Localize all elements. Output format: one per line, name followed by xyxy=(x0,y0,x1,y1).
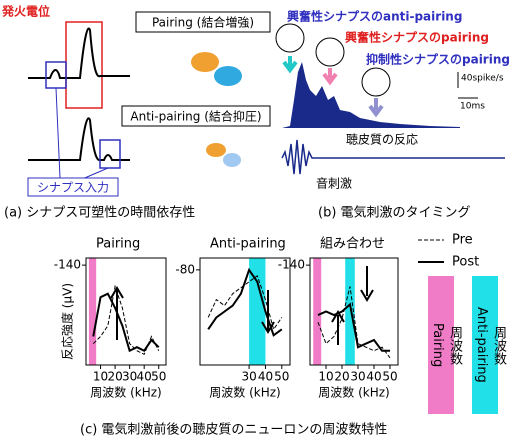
legend-label: Post xyxy=(452,255,479,270)
anti-pairing-label: Anti-pairing (結合抑圧) xyxy=(130,109,261,124)
legend-label: Pre xyxy=(452,233,473,248)
x-axis-label: 周波数 (kHz) xyxy=(209,385,280,400)
response-label: 聴皮質の反応 xyxy=(346,132,418,147)
caption: (a) シナプス可塑性の時間依存性 xyxy=(4,206,195,221)
trace-anti xyxy=(28,118,130,160)
pairing-label: Pairing (結合増強) xyxy=(152,15,254,30)
x-tick-label: 40 xyxy=(137,370,152,384)
arrow xyxy=(324,68,336,82)
side-band-label: Anti-pairing xyxy=(474,280,489,410)
electrode-icon xyxy=(276,24,304,52)
band xyxy=(313,258,321,365)
x-tick-label: 30 xyxy=(122,370,137,384)
label: 抑制性シナプスのpairing xyxy=(366,52,510,67)
synapse-box xyxy=(100,140,120,168)
chart-title: 組み合わせ xyxy=(320,237,385,252)
scale-label: 10ms xyxy=(460,102,485,112)
label: 興奮性シナプスのpairing xyxy=(345,30,489,45)
x-tick-label: 50 xyxy=(151,370,166,384)
x-tick-label: 30 xyxy=(350,370,365,384)
synapse-icon xyxy=(214,66,242,86)
arrow xyxy=(284,56,296,70)
electrode-icon xyxy=(316,38,344,66)
x-tick-label: 20 xyxy=(107,370,122,384)
synapse-box xyxy=(46,62,66,88)
x-tick-label: 10 xyxy=(93,370,108,384)
electrode-icon xyxy=(362,68,390,96)
caption: (c) 電気刺激前後の聴皮質のニューロンの周波数特性 xyxy=(80,422,387,438)
y-tick-label: -140 xyxy=(54,258,81,272)
y-axis-label: 反応強度 (μV) xyxy=(60,283,75,360)
y-tick-label: -140 xyxy=(278,258,305,272)
x-tick-label: 40 xyxy=(366,370,381,384)
side-band-label: 周波数 xyxy=(445,280,464,410)
x-tick-label: 20 xyxy=(334,370,349,384)
x-tick-label: 40 xyxy=(258,370,273,384)
spike-box xyxy=(66,22,102,108)
synapse-icon xyxy=(223,153,241,167)
arrow xyxy=(361,266,373,300)
synapse-icon xyxy=(191,52,219,72)
x-axis-label: 周波数 (kHz) xyxy=(318,385,389,400)
x-tick-label: 50 xyxy=(382,370,397,384)
side-band-label: 周波数 xyxy=(489,280,508,410)
label: 興奮性シナプスのanti-pairing xyxy=(287,9,462,24)
arrow xyxy=(370,98,382,114)
trace-pairing xyxy=(28,29,130,78)
x-tick-label: 50 xyxy=(274,370,289,384)
x-tick-label: 10 xyxy=(318,370,333,384)
figure: 発火電位 シナプス入力 Pairing (結合増強) Anti-pairing … xyxy=(0,0,518,441)
chart-title: Pairing xyxy=(96,237,140,252)
side-band-label: Pairing xyxy=(430,280,445,410)
caption: (b) 電気刺激のタイミング xyxy=(318,205,471,221)
y-tick-label: -80 xyxy=(175,262,195,276)
synapse-label: シナプス入力 xyxy=(37,181,109,195)
spike-label: 発火電位 xyxy=(1,4,50,19)
band xyxy=(89,258,96,365)
stimulus-label: 音刺激 xyxy=(316,176,352,191)
scale-label: 40spike/s xyxy=(461,74,504,84)
pointer xyxy=(56,88,60,178)
x-axis-label: 周波数 (kHz) xyxy=(90,385,161,400)
plot-frame xyxy=(200,258,290,365)
x-tick-label: 30 xyxy=(241,370,256,384)
synapse-icon xyxy=(206,143,226,157)
arrow xyxy=(111,288,123,340)
line xyxy=(93,294,158,351)
chart-title: Anti-pairing xyxy=(210,237,286,252)
